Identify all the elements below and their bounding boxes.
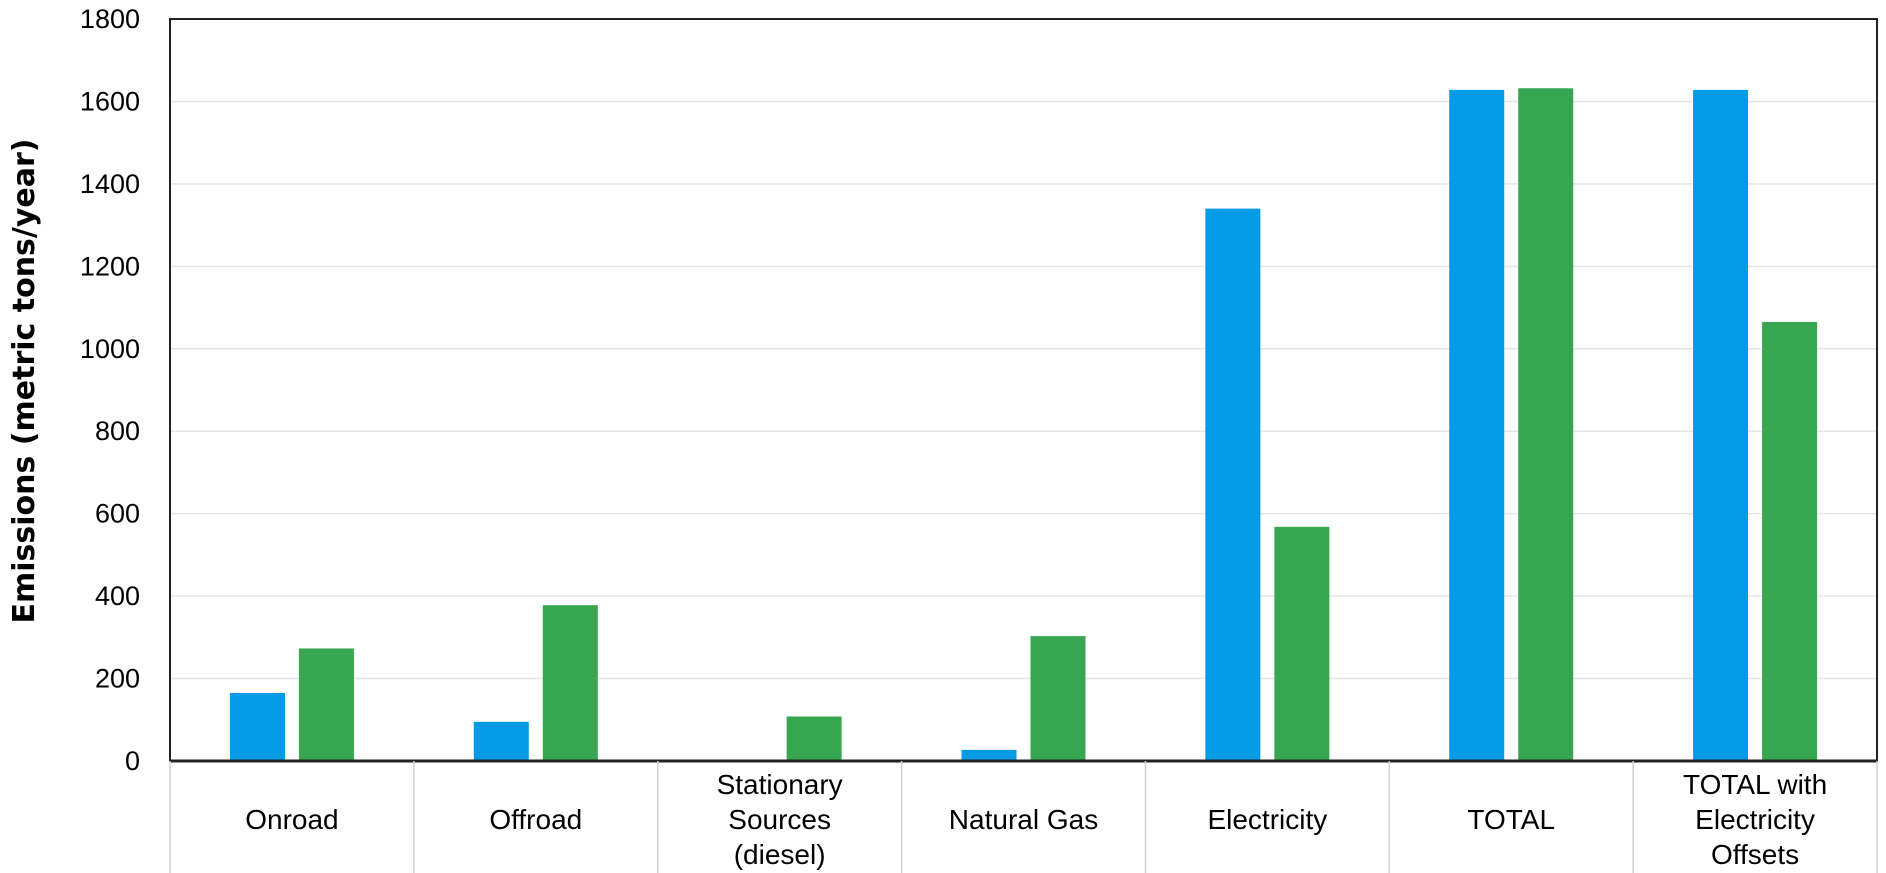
bar (1518, 88, 1574, 761)
category-label: Onroad (245, 804, 338, 835)
category-label-line: Electricity (1207, 804, 1327, 835)
bar (229, 692, 285, 761)
y-tick-labels: 0 200 400 600 800 1000 1200 1400 1600 1800 (80, 4, 140, 776)
category-labels: Onroad Offroad Stationary Sources (diesel) Na… (245, 769, 1827, 870)
y-tick-label: 1200 (80, 251, 140, 281)
category-label: Offroad (489, 804, 582, 835)
axes (169, 18, 1878, 873)
category-label-line: Offroad (489, 804, 582, 835)
plot-frame (169, 18, 1878, 762)
bar (1762, 321, 1818, 761)
bar (1030, 636, 1086, 761)
category-label-line: Natural Gas (949, 804, 1098, 835)
category-label-line: Stationary (717, 769, 843, 800)
bar (961, 749, 1017, 761)
bar (786, 716, 842, 761)
y-tick-label: 1600 (80, 86, 140, 116)
category-label-line: TOTAL with (1683, 769, 1827, 800)
category-label-line: Sources (728, 804, 831, 835)
category-label: Stationary Sources (diesel) (717, 769, 843, 870)
bar (1693, 89, 1749, 761)
category-label-line: Offsets (1711, 839, 1799, 870)
y-tick-label: 1000 (80, 334, 140, 364)
y-tick-label: 800 (95, 416, 140, 446)
category-label: TOTAL (1467, 804, 1555, 835)
category-label-line: Electricity (1695, 804, 1815, 835)
y-tick-label: 400 (95, 581, 140, 611)
y-tick-label: 0 (125, 746, 140, 776)
category-label: TOTAL with Electricity Offsets (1683, 769, 1827, 870)
y-tick-label: 1400 (80, 169, 140, 199)
bar (1205, 208, 1261, 762)
bar (1449, 89, 1505, 761)
category-label-line: TOTAL (1467, 804, 1555, 835)
bar (1274, 526, 1330, 761)
bar (473, 721, 529, 761)
category-label-line: Onroad (245, 804, 338, 835)
category-label-line: (diesel) (734, 839, 826, 870)
y-axis-title: Emissions (metric tons/year) (7, 138, 42, 623)
bar (298, 648, 354, 761)
y-tick-label: 600 (95, 499, 140, 529)
bars (229, 88, 1818, 762)
category-label: Natural Gas (949, 804, 1098, 835)
category-label: Electricity (1207, 804, 1327, 835)
gridlines (170, 100, 1877, 680)
y-tick-label: 200 (95, 664, 140, 694)
y-tick-label: 1800 (80, 4, 140, 34)
bar (542, 605, 598, 761)
